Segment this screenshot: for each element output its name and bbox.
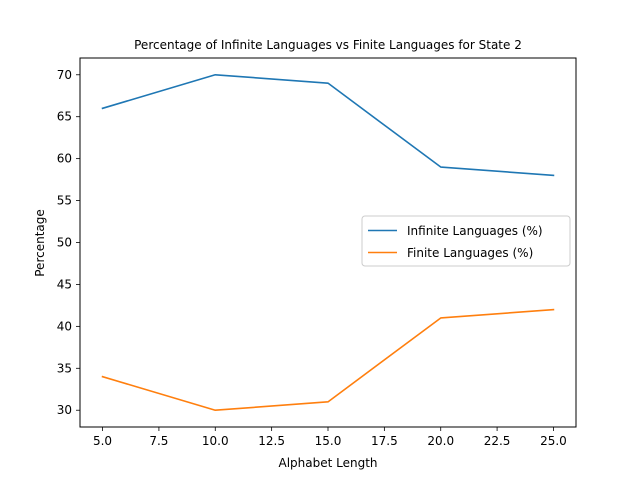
y-tick-label: 65 — [57, 110, 72, 124]
x-tick-label: 15.0 — [315, 434, 342, 448]
legend: Infinite Languages (%) Finite Languages … — [361, 215, 571, 267]
legend-label-finite: Finite Languages (%) — [407, 246, 533, 260]
x-axis: 5.0 7.5 10.0 12.5 15.0 17.5 20.0 22.5 25.0 — [93, 427, 567, 448]
x-tick-label: 5.0 — [93, 434, 112, 448]
x-tick-label: 10.0 — [202, 434, 229, 448]
x-tick-label: 7.5 — [149, 434, 168, 448]
y-tick-label: 70 — [57, 68, 72, 82]
y-tick-label: 40 — [57, 319, 72, 333]
series-layer — [101, 73, 555, 412]
y-tick-label: 30 — [57, 403, 72, 417]
y-axis-title: Percentage — [33, 209, 47, 277]
series-line-infinite — [101, 73, 555, 177]
y-tick-label: 60 — [57, 152, 72, 166]
legend-box — [361, 215, 571, 267]
y-axis: 30 35 40 45 50 55 60 65 70 — [57, 68, 80, 417]
y-tick-label: 50 — [57, 236, 72, 250]
y-tick-label: 45 — [57, 277, 72, 291]
x-axis-title: Alphabet Length — [278, 456, 377, 470]
y-tick-label: 55 — [57, 194, 72, 208]
legend-label-infinite: Infinite Languages (%) — [407, 224, 543, 238]
x-tick-label: 17.5 — [371, 434, 398, 448]
x-tick-label: 22.5 — [484, 434, 511, 448]
series-line-finite — [101, 308, 555, 412]
chart-title: Percentage of Infinite Languages vs Fini… — [134, 38, 522, 52]
y-tick-label: 35 — [57, 361, 72, 375]
x-tick-label: 12.5 — [258, 434, 285, 448]
x-tick-label: 25.0 — [540, 434, 567, 448]
x-tick-label: 20.0 — [427, 434, 454, 448]
